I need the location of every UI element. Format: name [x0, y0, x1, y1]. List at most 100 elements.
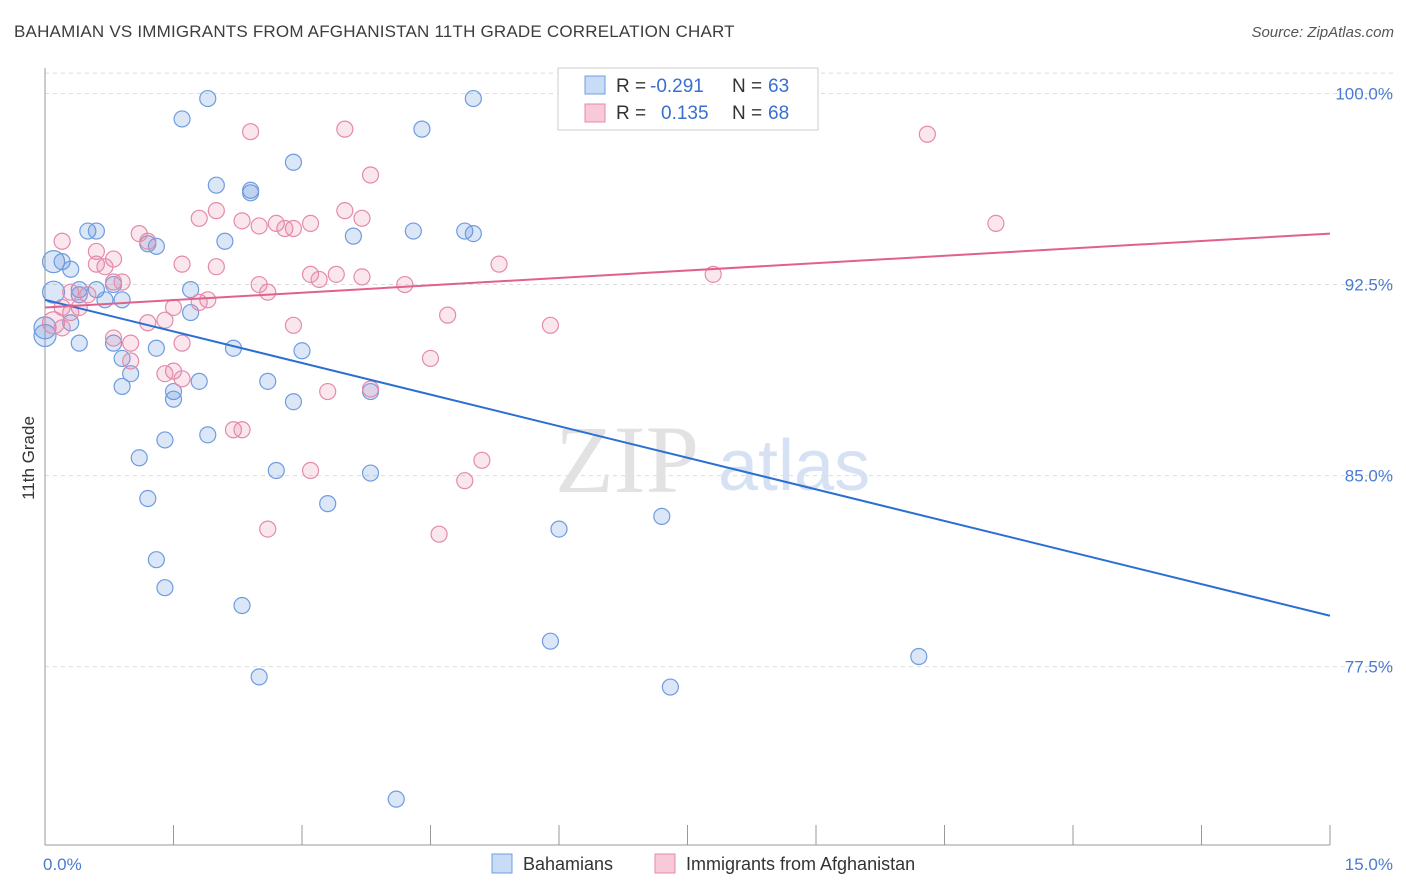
legend-n-value-2: 68	[768, 103, 789, 124]
trend-line-afghanistan	[44, 232, 1331, 309]
point-afghanistan	[79, 286, 97, 304]
point-afghanistan	[353, 268, 371, 286]
point-bahamians	[113, 291, 131, 309]
legend-r-value-2: 0.135	[661, 103, 709, 124]
point-bahamians	[259, 372, 277, 390]
point-afghanistan	[233, 421, 251, 439]
point-afghanistan	[456, 472, 474, 490]
point-bahamians	[156, 431, 174, 449]
point-bahamians	[216, 232, 234, 250]
data-points	[33, 87, 1005, 808]
point-afghanistan	[53, 319, 71, 337]
tick-labels: 77.5% 85.0% 92.5% 100.0% 0.0% 15.0%	[43, 84, 1393, 874]
grid-lines	[45, 72, 1395, 668]
legend-swatch-blue	[584, 75, 606, 95]
point-bahamians	[653, 507, 671, 525]
point-afghanistan	[319, 382, 337, 401]
point-afghanistan	[327, 265, 345, 283]
bottom-legend-swatch-pink	[654, 853, 676, 874]
point-afghanistan	[310, 270, 328, 289]
legend-r-label-2: R =	[616, 103, 646, 124]
point-bahamians	[113, 377, 131, 396]
point-afghanistan	[233, 212, 251, 230]
axes	[44, 68, 1331, 846]
point-bahamians	[104, 334, 123, 352]
point-afghanistan	[113, 273, 131, 291]
point-afghanistan	[987, 214, 1005, 232]
point-afghanistan	[918, 125, 936, 143]
point-bahamians	[96, 291, 114, 309]
point-bahamians	[164, 390, 183, 408]
bottom-legend-label-2: Immigrants from Afghanistan	[686, 854, 915, 874]
legend-swatch-pink	[584, 103, 606, 123]
chart-title: BAHAMIAN VS IMMIGRANTS FROM AFGHANISTAN …	[14, 22, 735, 41]
point-bahamians	[284, 153, 303, 171]
point-afghanistan	[704, 265, 722, 283]
y-tick-label: 100.0%	[1335, 84, 1393, 103]
bottom-legend: Bahamians Immigrants from Afghanistan	[491, 853, 915, 874]
point-bahamians	[284, 393, 303, 411]
point-afghanistan	[361, 380, 380, 398]
point-bahamians	[62, 260, 80, 278]
point-afghanistan	[259, 520, 277, 538]
point-bahamians	[207, 176, 225, 194]
point-bahamians	[293, 342, 311, 360]
point-afghanistan	[122, 352, 140, 370]
point-afghanistan	[284, 316, 303, 334]
point-afghanistan	[473, 451, 491, 469]
point-afghanistan	[301, 214, 320, 232]
point-afghanistan	[62, 303, 80, 322]
y-tick-label: 85.0%	[1345, 467, 1393, 486]
point-afghanistan	[207, 258, 225, 276]
point-bahamians	[464, 89, 482, 108]
point-afghanistan	[207, 202, 225, 220]
point-bahamians	[33, 323, 57, 348]
point-bahamians	[173, 110, 191, 128]
point-bahamians	[147, 237, 165, 255]
point-afghanistan	[173, 255, 191, 273]
point-bahamians	[661, 678, 679, 696]
legend-box: R = -0.291 N = 63 R = 0.135 N = 68	[557, 67, 819, 131]
point-bahamians	[404, 222, 422, 240]
point-afghanistan	[301, 265, 320, 283]
point-bahamians	[242, 184, 260, 202]
legend-n-label-1: N =	[732, 76, 762, 97]
point-bahamians	[464, 224, 482, 243]
bottom-legend-label-1: Bahamians	[523, 854, 613, 874]
point-afghanistan	[421, 349, 440, 368]
point-bahamians	[70, 334, 88, 352]
point-afghanistan	[396, 275, 414, 294]
point-afghanistan	[156, 365, 174, 383]
point-afghanistan	[190, 209, 208, 227]
point-bahamians	[130, 449, 148, 467]
point-bahamians	[182, 281, 200, 299]
point-bahamians	[41, 280, 66, 304]
point-afghanistan	[62, 283, 80, 301]
point-bahamians	[267, 461, 285, 480]
source-credit: Source: ZipAtlas.com	[1251, 24, 1394, 41]
point-afghanistan	[156, 311, 174, 329]
point-bahamians	[413, 120, 431, 138]
point-afghanistan	[430, 525, 448, 543]
point-bahamians	[62, 314, 80, 332]
watermark-atlas: atlas	[718, 426, 870, 506]
point-afghanistan	[250, 217, 268, 235]
watermark-zip: ZIP	[555, 406, 699, 513]
point-bahamians	[147, 339, 165, 357]
point-afghanistan	[490, 255, 508, 273]
point-afghanistan	[96, 258, 114, 276]
legend-r-label-1: R =	[616, 76, 646, 97]
point-afghanistan	[439, 306, 457, 324]
legend-n-label-2: N =	[732, 103, 762, 124]
point-afghanistan	[301, 461, 320, 480]
y-axis-label: 11th Grade	[19, 416, 38, 500]
point-afghanistan	[336, 120, 354, 138]
point-bahamians	[550, 520, 568, 538]
point-bahamians	[910, 647, 928, 666]
point-bahamians	[122, 365, 140, 383]
point-bahamians	[233, 596, 251, 615]
point-bahamians	[344, 227, 362, 245]
point-bahamians	[199, 89, 217, 108]
point-afghanistan	[173, 370, 191, 388]
point-afghanistan	[267, 214, 285, 232]
